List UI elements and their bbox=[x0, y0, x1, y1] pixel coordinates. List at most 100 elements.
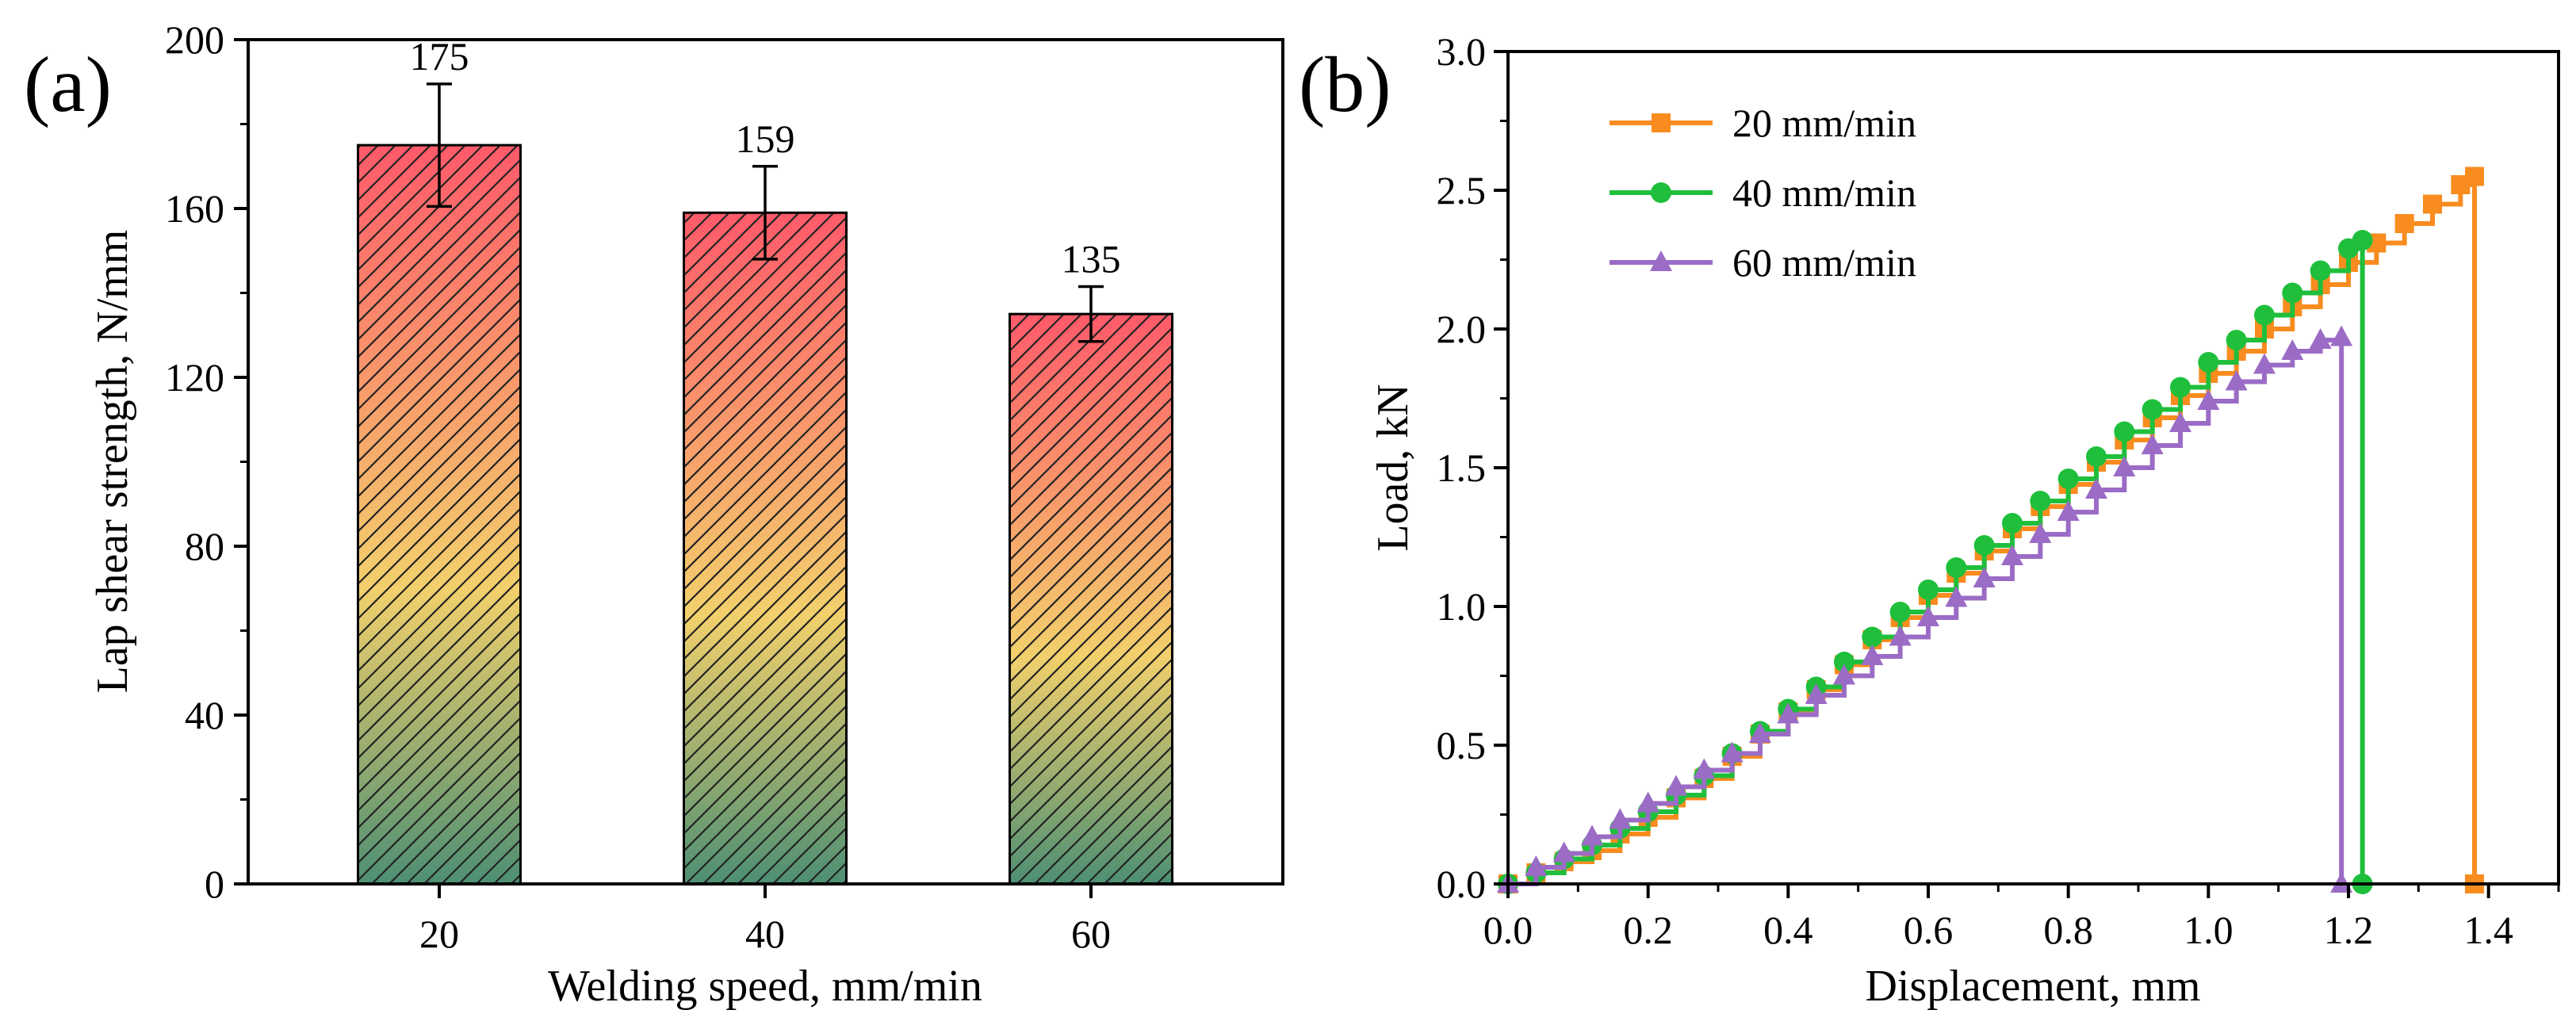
line-series bbox=[1497, 166, 2484, 894]
y-tick-label: 80 bbox=[185, 524, 224, 568]
marker-triangle bbox=[1525, 855, 1548, 876]
marker-triangle bbox=[1650, 251, 1672, 271]
marker-circle bbox=[2057, 469, 2079, 489]
marker-circle bbox=[2198, 352, 2219, 373]
x-axis-ticks: 0.0 0.2 0.4 0.6 0.8 1.0 1.2 1.4 bbox=[1483, 884, 2560, 952]
legend-item-60: 60 mm/min bbox=[1610, 240, 1916, 285]
bar-hatch bbox=[1009, 312, 1173, 886]
bar-hatch bbox=[683, 211, 848, 886]
marker-triangle bbox=[2197, 389, 2220, 410]
y-tick-label: 3.0 bbox=[1437, 29, 1487, 74]
marker-triangle bbox=[1973, 567, 1996, 587]
x-tick-label: 0.0 bbox=[1483, 908, 1533, 952]
legend-label: 20 mm/min bbox=[1732, 101, 1916, 145]
x-tick-label: 0.2 bbox=[1623, 908, 1673, 952]
marker-square bbox=[2394, 214, 2414, 233]
marker-circle bbox=[1973, 535, 1995, 556]
y-tick-label: 200 bbox=[165, 17, 224, 62]
series-line bbox=[1508, 240, 2365, 886]
marker-triangle bbox=[1665, 775, 1687, 796]
marker-circle bbox=[2352, 230, 2373, 251]
y-tick-label: 0 bbox=[205, 862, 224, 906]
series-square bbox=[1499, 166, 2484, 893]
legend-symbol-triangle bbox=[1610, 251, 1713, 271]
marker-circle bbox=[1862, 626, 1883, 648]
y-tick-label: 1.5 bbox=[1437, 446, 1487, 490]
marker-circle bbox=[2226, 330, 2247, 350]
error-bars bbox=[427, 82, 1104, 343]
marker-triangle bbox=[2253, 353, 2276, 374]
bar-value-label: 135 bbox=[1062, 237, 1121, 281]
x-axis-title-b: Displacement, mm bbox=[1865, 962, 2200, 1011]
y-tick-label: 1.0 bbox=[1437, 584, 1487, 629]
y-axis-ticks: 0 40 80 120 160 200 bbox=[165, 17, 248, 906]
marker-triangle bbox=[2057, 500, 2080, 521]
y-tick-label: 120 bbox=[165, 355, 224, 400]
marker-square bbox=[1652, 113, 1671, 132]
bar-value-labels: 175 159 135 bbox=[410, 34, 1121, 281]
marker-circle bbox=[1651, 182, 1671, 203]
x-tick-label: 40 bbox=[745, 912, 785, 956]
x-axis-ticks: 20 40 60 bbox=[419, 884, 1111, 956]
marker-circle bbox=[1834, 652, 1854, 672]
y-tick-label: 2.0 bbox=[1437, 307, 1487, 351]
marker-circle bbox=[2086, 446, 2107, 467]
legend: 20 mm/min 40 mm/min 60 mm/min bbox=[1610, 101, 1916, 285]
marker-circle bbox=[1946, 557, 1967, 578]
legend-symbol-square bbox=[1610, 113, 1713, 132]
marker-triangle bbox=[1552, 841, 1575, 863]
x-tick-label: 1.0 bbox=[2184, 908, 2233, 952]
y-tick-label: 0.5 bbox=[1437, 723, 1487, 767]
panel-b-label: (b) bbox=[1299, 40, 1391, 128]
marker-triangle bbox=[2169, 411, 2191, 432]
legend-label: 60 mm/min bbox=[1732, 240, 1916, 285]
marker-triangle bbox=[1861, 645, 1884, 665]
marker-triangle bbox=[2309, 328, 2332, 349]
x-tick-label: 1.2 bbox=[2324, 908, 2374, 952]
y-axis-ticks: 0.0 0.5 1.0 1.5 2.0 2.5 3.0 bbox=[1437, 29, 1508, 906]
x-tick-label: 0.4 bbox=[1763, 908, 1813, 952]
marker-circle bbox=[2170, 377, 2191, 398]
marker-triangle bbox=[1749, 722, 1771, 743]
marker-circle bbox=[2310, 260, 2331, 281]
marker-triangle bbox=[1805, 683, 1828, 704]
marker-circle bbox=[2030, 491, 2051, 511]
y-axis-title-a: Lap shear strength, N/mm bbox=[88, 230, 137, 694]
marker-circle bbox=[2002, 513, 2023, 534]
marker-triangle bbox=[2085, 478, 2107, 499]
bar-chart-panel: (a) 175 159 135 0 40 80 120 160 200 20 40 60 Weld… bbox=[24, 17, 1284, 1011]
marker-square bbox=[2423, 194, 2442, 214]
x-tick-label: 1.4 bbox=[2463, 908, 2513, 952]
marker-circle bbox=[2282, 282, 2303, 304]
x-tick-label: 20 bbox=[419, 912, 459, 956]
marker-triangle bbox=[1636, 791, 1659, 813]
x-tick-label: 60 bbox=[1071, 912, 1111, 956]
y-tick-label: 2.5 bbox=[1437, 168, 1487, 212]
x-tick-label: 0.8 bbox=[2043, 908, 2093, 952]
marker-triangle bbox=[1945, 586, 1968, 607]
bar-value-label: 159 bbox=[736, 117, 795, 161]
bar-hatch bbox=[357, 143, 522, 886]
marker-triangle bbox=[2029, 522, 2052, 543]
marker-triangle bbox=[1917, 606, 1939, 626]
marker-triangle bbox=[2141, 434, 2164, 454]
series-circle bbox=[1498, 230, 2373, 894]
marker-triangle bbox=[1609, 808, 1632, 829]
legend-label: 40 mm/min bbox=[1732, 170, 1916, 215]
marker-triangle bbox=[1581, 824, 1603, 846]
marker-triangle bbox=[1833, 664, 1855, 685]
panel-a-label: (a) bbox=[24, 40, 112, 128]
bar-value-label: 175 bbox=[410, 34, 469, 78]
marker-triangle bbox=[2330, 325, 2353, 346]
marker-triangle bbox=[2001, 545, 2023, 565]
marker-square bbox=[2465, 166, 2484, 186]
x-tick-label: 0.6 bbox=[1904, 908, 1954, 952]
marker-circle bbox=[2142, 399, 2163, 420]
bar-series bbox=[357, 143, 1173, 886]
marker-triangle bbox=[1889, 625, 1912, 646]
y-axis-title-b: Load, kN bbox=[1368, 384, 1418, 552]
y-tick-label: 0.0 bbox=[1437, 862, 1487, 906]
marker-circle bbox=[1889, 602, 1911, 622]
marker-triangle bbox=[2281, 339, 2304, 360]
